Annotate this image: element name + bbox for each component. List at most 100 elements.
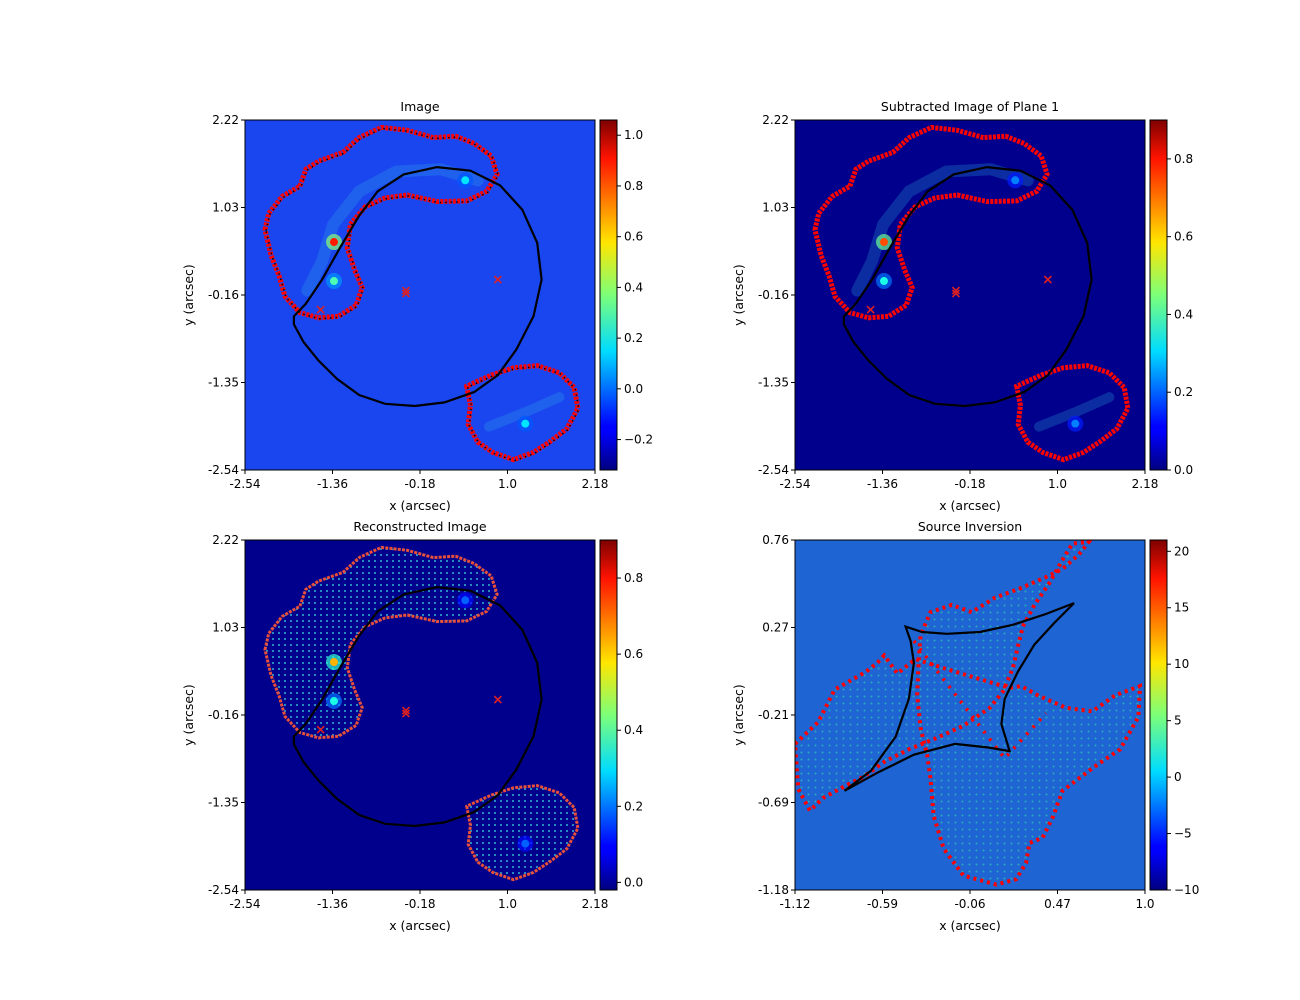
panel-1: Image -2.54 -1.36 -0.18 1.0 2.18 -2.54 -1.35 -0.… bbox=[181, 99, 653, 513]
plot-area bbox=[263, 545, 580, 882]
colorbar-tick-label: 0.8 bbox=[624, 571, 643, 585]
colorbar-tick-label: 0.2 bbox=[624, 799, 643, 813]
panel-title: Reconstructed Image bbox=[353, 519, 487, 534]
y-tick-label: -2.54 bbox=[208, 463, 239, 477]
arc-glow bbox=[301, 163, 484, 297]
blob-glow bbox=[1034, 392, 1115, 432]
y-tick-label: 2.22 bbox=[212, 533, 239, 547]
colorbar bbox=[599, 539, 618, 891]
y-tick-label: -1.35 bbox=[208, 376, 239, 390]
x-tick-label: 0.47 bbox=[1044, 897, 1071, 911]
mask-edge-arc bbox=[263, 545, 499, 740]
colorbar-tick-label: 5 bbox=[1174, 714, 1182, 728]
mask-edge-arc bbox=[812, 124, 1050, 321]
source-border-points bbox=[795, 540, 1143, 887]
colorbar-tick-label: −0.2 bbox=[624, 433, 653, 447]
position-marker bbox=[951, 286, 960, 295]
position-marker bbox=[401, 709, 410, 718]
y-tick-label: -2.54 bbox=[758, 463, 789, 477]
bright-spot bbox=[461, 596, 470, 605]
colorbar-tick-label: 0.6 bbox=[624, 230, 643, 244]
plot-area bbox=[812, 124, 1131, 463]
critical-curve bbox=[292, 165, 543, 408]
position-marker bbox=[493, 695, 502, 704]
caustic-curve bbox=[843, 602, 1075, 792]
x-tick-label: -1.36 bbox=[867, 477, 898, 491]
y-tick-label: -0.69 bbox=[758, 796, 789, 810]
plot-area bbox=[795, 540, 1143, 887]
y-tick-label: -1.35 bbox=[758, 376, 789, 390]
x-tick-label: -1.36 bbox=[317, 477, 348, 491]
y-axis-label: y (arcsec) bbox=[731, 264, 746, 326]
colorbar-tick-label: 0.2 bbox=[624, 331, 643, 345]
y-axis-label: y (arcsec) bbox=[181, 264, 196, 326]
blob-glow bbox=[484, 392, 565, 432]
x-tick-label: -2.54 bbox=[229, 897, 260, 911]
x-tick-label: -2.54 bbox=[779, 477, 810, 491]
critical-curve bbox=[842, 165, 1093, 408]
mask-edge-arc bbox=[262, 124, 500, 321]
bright-spot bbox=[879, 277, 888, 286]
panel-4: Source Inversion -1.12 -0.59 -0.06 0.47 1.0 -1… bbox=[731, 519, 1199, 933]
mask-edge-blob bbox=[1013, 363, 1131, 463]
colorbar-tick-label: −5 bbox=[1174, 827, 1192, 841]
bright-spot bbox=[329, 238, 338, 247]
x-axis-label: x (arcsec) bbox=[389, 498, 451, 513]
y-tick-label: 0.76 bbox=[762, 533, 789, 547]
x-axis-label: x (arcsec) bbox=[939, 918, 1001, 933]
y-tick-label: 1.03 bbox=[762, 201, 789, 215]
y-tick-label: 0.27 bbox=[762, 621, 789, 635]
bright-spot bbox=[521, 839, 530, 848]
panel-2: Subtracted Image of Plane 1 -2.54 -1.36 -0.… bbox=[731, 99, 1193, 513]
bright-spot bbox=[521, 419, 530, 428]
colorbar-tick-label: 0.6 bbox=[1174, 230, 1193, 244]
colorbar-tick-label: 0.4 bbox=[1174, 307, 1193, 321]
x-tick-label: -2.54 bbox=[229, 477, 260, 491]
bright-spot bbox=[461, 176, 470, 185]
source-border-inner bbox=[912, 639, 1048, 762]
colorbar bbox=[1149, 539, 1168, 891]
position-marker bbox=[316, 725, 325, 734]
y-tick-label: 2.22 bbox=[212, 113, 239, 127]
y-tick-label: -1.35 bbox=[208, 796, 239, 810]
position-marker bbox=[866, 305, 875, 314]
y-tick-label: -2.54 bbox=[208, 883, 239, 897]
x-tick-label: 1.0 bbox=[1135, 897, 1154, 911]
colorbar-tick-label: 10 bbox=[1174, 657, 1189, 671]
mask-region-arc bbox=[265, 547, 498, 738]
panel-title: Subtracted Image of Plane 1 bbox=[881, 99, 1059, 114]
x-tick-label: -1.36 bbox=[317, 897, 348, 911]
panel-title: Source Inversion bbox=[918, 519, 1022, 534]
position-marker bbox=[401, 289, 410, 298]
colorbar bbox=[599, 119, 618, 471]
mask-edge-blob bbox=[465, 784, 580, 882]
x-axis-label: x (arcsec) bbox=[939, 498, 1001, 513]
x-tick-label: -0.59 bbox=[867, 897, 898, 911]
colorbar-tick-label: 20 bbox=[1174, 544, 1189, 558]
x-tick-label: 1.0 bbox=[498, 477, 517, 491]
x-tick-label: -0.18 bbox=[404, 897, 435, 911]
x-tick-label: -1.12 bbox=[779, 897, 810, 911]
colorbar-tick-label: 0.2 bbox=[1174, 385, 1193, 399]
mask-edge-blob bbox=[463, 363, 581, 463]
critical-curve bbox=[292, 585, 543, 828]
x-axis-label: x (arcsec) bbox=[389, 918, 451, 933]
colorbar-tick-label: −10 bbox=[1174, 883, 1199, 897]
bright-spot bbox=[879, 238, 888, 247]
colorbar-tick-label: 0.4 bbox=[624, 723, 643, 737]
y-axis-label: y (arcsec) bbox=[731, 684, 746, 746]
y-tick-label: -0.16 bbox=[208, 708, 239, 722]
plot-area bbox=[262, 124, 581, 463]
arc-glow bbox=[851, 163, 1034, 297]
colorbar-tick-label: 0.0 bbox=[1174, 463, 1193, 477]
bright-spot bbox=[329, 697, 338, 706]
colorbar-tick-label: 0.8 bbox=[1174, 152, 1193, 166]
y-tick-label: 1.03 bbox=[212, 201, 239, 215]
y-tick-label: 1.03 bbox=[212, 621, 239, 635]
colorbar-tick-label: 0.4 bbox=[624, 280, 643, 294]
colorbar-tick-label: 0.0 bbox=[624, 382, 643, 396]
position-marker bbox=[316, 305, 325, 314]
position-marker bbox=[401, 286, 410, 295]
position-marker bbox=[951, 289, 960, 298]
x-tick-label: -0.06 bbox=[954, 897, 985, 911]
